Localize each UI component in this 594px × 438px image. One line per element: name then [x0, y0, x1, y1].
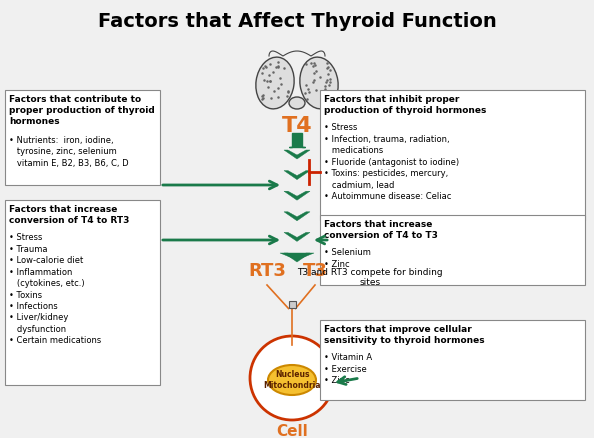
- Polygon shape: [284, 150, 310, 159]
- FancyBboxPatch shape: [320, 320, 585, 400]
- Polygon shape: [280, 253, 314, 260]
- Text: Factors that improve cellular
sensitivity to thyroid hormones: Factors that improve cellular sensitivit…: [324, 325, 485, 345]
- Text: T4: T4: [282, 116, 312, 136]
- Circle shape: [250, 336, 334, 420]
- Ellipse shape: [289, 97, 305, 109]
- Polygon shape: [284, 212, 310, 221]
- Polygon shape: [284, 233, 310, 241]
- Text: Cell: Cell: [276, 424, 308, 438]
- Text: • Nutrients:  iron, iodine,
   tyrosine, zinc, selenium
   vitamin E, B2, B3, B6: • Nutrients: iron, iodine, tyrosine, zin…: [9, 136, 129, 168]
- FancyBboxPatch shape: [320, 90, 585, 220]
- Polygon shape: [284, 191, 310, 200]
- Text: Factors that contribute to
proper production of thyroid
hormones: Factors that contribute to proper produc…: [9, 95, 155, 126]
- Text: Factors that increase
conversion of T4 to T3: Factors that increase conversion of T4 t…: [324, 220, 438, 240]
- Text: • Selenium
• Zinc: • Selenium • Zinc: [324, 248, 371, 269]
- FancyBboxPatch shape: [5, 200, 160, 385]
- Text: Nucleus
Mitochondria: Nucleus Mitochondria: [263, 370, 321, 390]
- Text: T3: T3: [302, 262, 327, 280]
- Text: • Stress
• Infection, trauma, radiation,
   medications
• Fluoride (antagonist t: • Stress • Infection, trauma, radiation,…: [324, 123, 459, 201]
- Polygon shape: [284, 253, 310, 262]
- Text: Factors that inhibit proper
production of thyroid hormones: Factors that inhibit proper production o…: [324, 95, 486, 115]
- FancyBboxPatch shape: [320, 215, 585, 285]
- Text: Factors that increase
conversion of T4 to RT3: Factors that increase conversion of T4 t…: [9, 205, 129, 225]
- Ellipse shape: [268, 365, 316, 395]
- Text: • Vitamin A
• Exercise
• Zinc: • Vitamin A • Exercise • Zinc: [324, 353, 372, 385]
- FancyBboxPatch shape: [5, 90, 160, 185]
- FancyArrow shape: [289, 133, 305, 147]
- Ellipse shape: [256, 57, 294, 109]
- Polygon shape: [284, 170, 310, 180]
- Text: • Stress
• Trauma
• Low-calorie diet
• Inflammation
   (cytokines, etc.)
• Toxin: • Stress • Trauma • Low-calorie diet • I…: [9, 233, 101, 345]
- Text: Factors that Affect Thyroid Function: Factors that Affect Thyroid Function: [97, 12, 497, 31]
- Text: T3 and RT3 compete for binding
sites: T3 and RT3 compete for binding sites: [297, 268, 443, 287]
- Ellipse shape: [300, 57, 338, 109]
- Bar: [289, 301, 295, 308]
- Text: RT3: RT3: [248, 262, 286, 280]
